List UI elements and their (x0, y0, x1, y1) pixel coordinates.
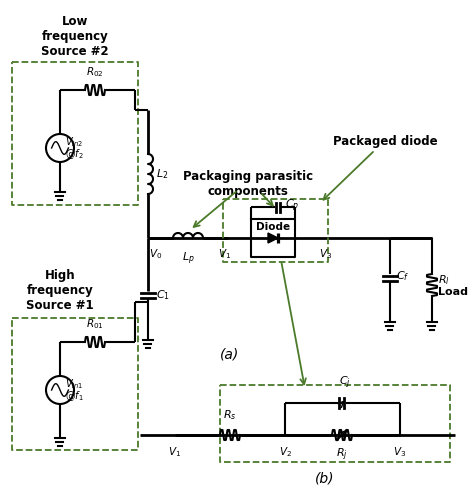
Text: $L_p$: $L_p$ (182, 251, 194, 268)
Text: $@f_1$: $@f_1$ (65, 389, 84, 403)
Text: $C_p$: $C_p$ (285, 198, 299, 214)
Text: $R_{01}$: $R_{01}$ (86, 317, 104, 331)
Text: (b): (b) (315, 472, 335, 486)
Text: $C_f$: $C_f$ (396, 269, 410, 283)
Polygon shape (268, 233, 278, 243)
Text: $V_2$: $V_2$ (279, 445, 292, 459)
Text: Load: Load (438, 287, 468, 297)
Text: High
frequency
Source #1: High frequency Source #1 (26, 269, 94, 312)
Text: $C_1$: $C_1$ (156, 288, 170, 302)
Text: $L_2$: $L_2$ (156, 167, 168, 181)
Text: $R_{02}$: $R_{02}$ (86, 65, 104, 79)
Text: $V_3$: $V_3$ (319, 247, 332, 261)
Text: $V_1$: $V_1$ (219, 247, 231, 261)
Text: Diode: Diode (256, 222, 290, 232)
Text: (a): (a) (220, 348, 240, 362)
Text: Packaged diode: Packaged diode (333, 135, 438, 148)
Text: Low
frequency
Source #2: Low frequency Source #2 (41, 15, 109, 58)
Text: $@f_2$: $@f_2$ (65, 147, 84, 161)
Text: $V_1$: $V_1$ (168, 445, 182, 459)
Text: $R_j$: $R_j$ (336, 447, 348, 464)
Text: $V_{in1}$: $V_{in1}$ (65, 377, 83, 391)
Text: $R_s$: $R_s$ (223, 408, 237, 422)
Text: $R_l$: $R_l$ (438, 273, 450, 287)
Text: $V_3$: $V_3$ (393, 445, 407, 459)
Text: $V_{in2}$: $V_{in2}$ (65, 135, 83, 149)
Text: $V_0$: $V_0$ (149, 247, 162, 261)
Text: $C_j$: $C_j$ (339, 374, 351, 391)
Text: Packaging parasitic
components: Packaging parasitic components (183, 170, 313, 198)
